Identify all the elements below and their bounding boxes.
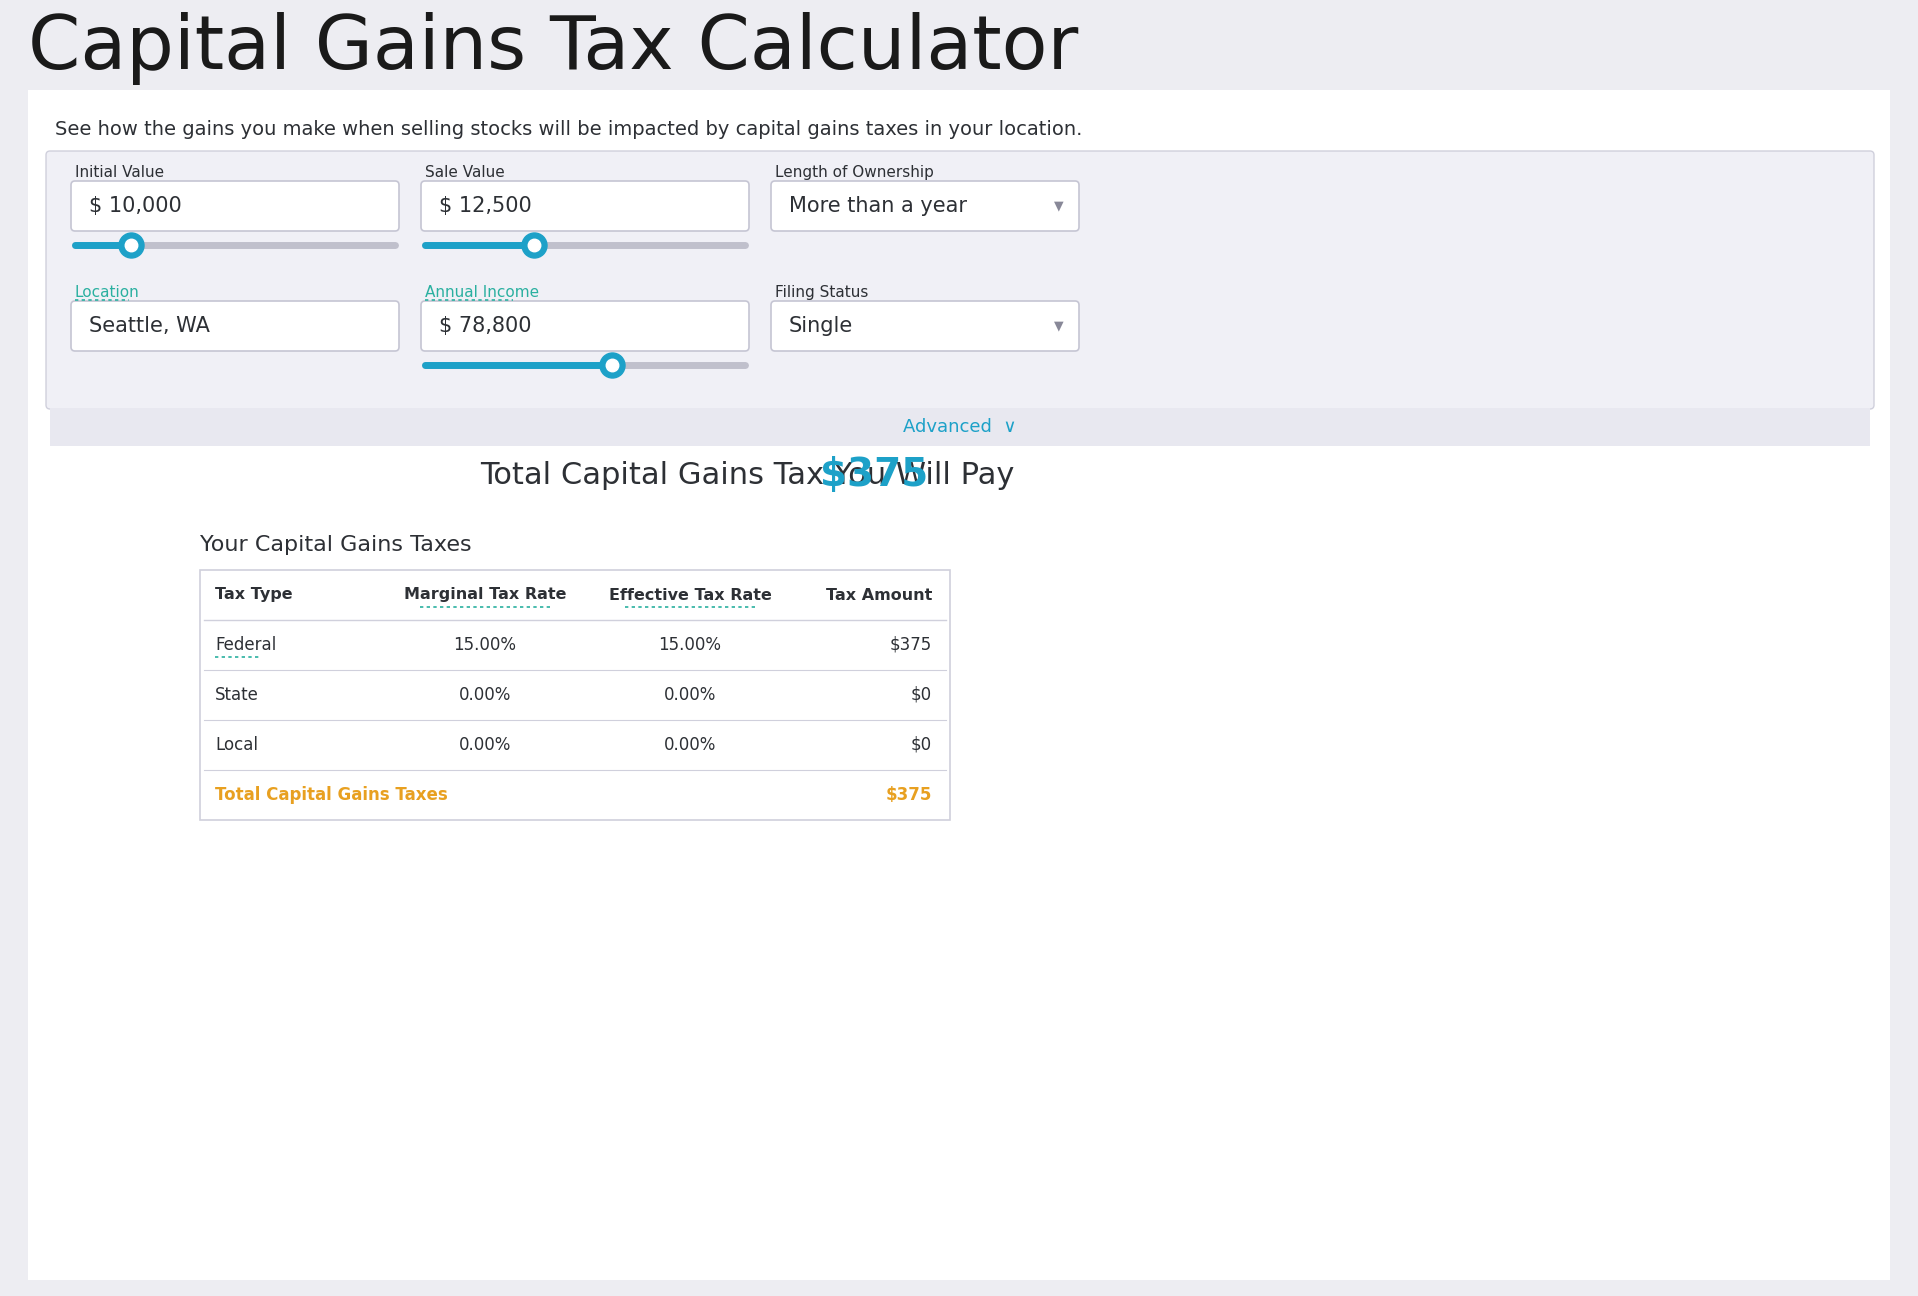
Text: More than a year: More than a year xyxy=(788,196,967,216)
FancyBboxPatch shape xyxy=(199,570,949,820)
Bar xyxy=(50,408,1870,446)
Text: Annual Income: Annual Income xyxy=(426,285,539,299)
Text: 0.00%: 0.00% xyxy=(664,686,715,704)
Text: Location: Location xyxy=(75,285,140,299)
FancyBboxPatch shape xyxy=(71,181,399,231)
Text: Sale Value: Sale Value xyxy=(426,165,504,180)
Text: Federal: Federal xyxy=(215,636,276,654)
Text: 15.00%: 15.00% xyxy=(658,636,721,654)
Text: 0.00%: 0.00% xyxy=(664,736,715,754)
Text: Advanced  ∨: Advanced ∨ xyxy=(903,419,1017,435)
Text: ▼: ▼ xyxy=(1055,200,1064,213)
Text: 15.00%: 15.00% xyxy=(453,636,516,654)
Text: $375: $375 xyxy=(821,456,928,494)
FancyBboxPatch shape xyxy=(420,181,750,231)
Text: See how the gains you make when selling stocks will be impacted by capital gains: See how the gains you make when selling … xyxy=(56,121,1082,139)
Text: $ 78,800: $ 78,800 xyxy=(439,316,531,336)
FancyBboxPatch shape xyxy=(771,301,1080,351)
Text: $0: $0 xyxy=(911,736,932,754)
Text: $375: $375 xyxy=(886,785,932,804)
Text: Tax Type: Tax Type xyxy=(215,587,293,603)
Text: 0.00%: 0.00% xyxy=(458,736,512,754)
Text: Initial Value: Initial Value xyxy=(75,165,165,180)
Text: ▼: ▼ xyxy=(1055,320,1064,333)
Text: $ 12,500: $ 12,500 xyxy=(439,196,531,216)
FancyBboxPatch shape xyxy=(71,301,399,351)
Text: Tax Amount: Tax Amount xyxy=(825,587,932,603)
Text: Effective Tax Rate: Effective Tax Rate xyxy=(608,587,771,603)
Text: Marginal Tax Rate: Marginal Tax Rate xyxy=(405,587,566,603)
Text: Filing Status: Filing Status xyxy=(775,285,869,299)
FancyBboxPatch shape xyxy=(46,152,1874,410)
Text: Single: Single xyxy=(788,316,854,336)
Text: Your Capital Gains Taxes: Your Capital Gains Taxes xyxy=(199,535,472,555)
FancyBboxPatch shape xyxy=(420,301,750,351)
Text: Length of Ownership: Length of Ownership xyxy=(775,165,934,180)
Text: $0: $0 xyxy=(911,686,932,704)
Text: Capital Gains Tax Calculator: Capital Gains Tax Calculator xyxy=(29,12,1078,86)
Text: 0.00%: 0.00% xyxy=(458,686,512,704)
Text: Seattle, WA: Seattle, WA xyxy=(88,316,209,336)
Text: Total Capital Gains Tax You Will Pay: Total Capital Gains Tax You Will Pay xyxy=(480,460,1024,490)
Text: Total Capital Gains Taxes: Total Capital Gains Taxes xyxy=(215,785,447,804)
FancyBboxPatch shape xyxy=(771,181,1080,231)
Text: $375: $375 xyxy=(890,636,932,654)
Text: Local: Local xyxy=(215,736,259,754)
Text: State: State xyxy=(215,686,259,704)
Text: $ 10,000: $ 10,000 xyxy=(88,196,182,216)
